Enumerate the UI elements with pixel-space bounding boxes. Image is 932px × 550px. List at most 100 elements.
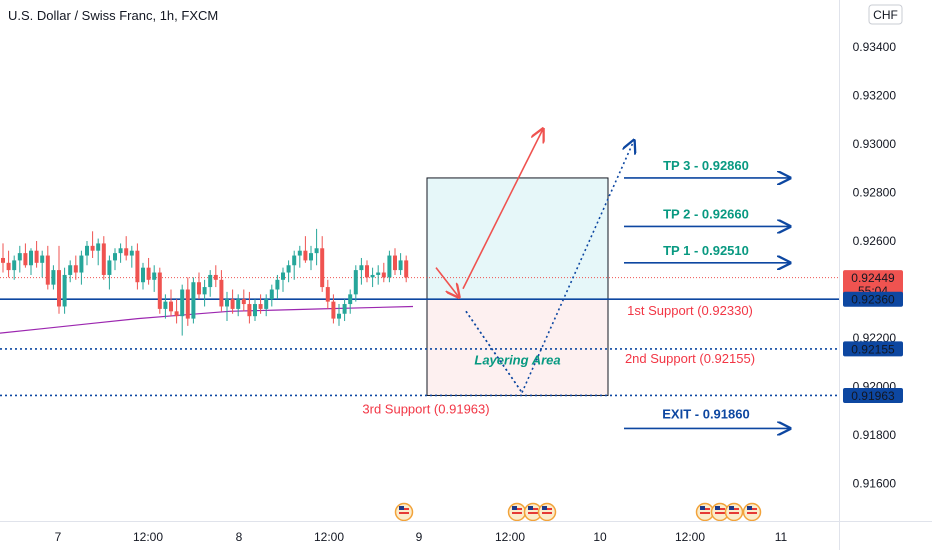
candle-body [135,250,140,283]
candle-body [124,248,129,256]
candle-body [241,299,246,305]
candle-body [85,245,89,256]
candle-body [129,250,134,256]
candle-body [264,299,269,309]
flag-canton [399,506,404,510]
target-label: TP 2 - 0.92660 [663,206,749,221]
support-label: 1st Support (0.92330) [627,303,753,318]
price-axis: 0.93400 0.93200 0.93000 0.92800 0.92600 0.924… [843,40,903,491]
exit-label: EXIT - 0.91860 [662,406,749,421]
candle-body [325,287,330,302]
support-label: 2nd Support (0.92155) [625,351,755,366]
candle-body [197,282,201,295]
candle-body [29,250,33,266]
y-tick-label: 0.93200 [853,89,897,103]
flag-stripe [729,512,739,514]
support-label: 3rd Support (0.91963) [362,401,489,416]
layering-area-label: Layering Area [474,353,560,368]
flag-canton [729,506,734,510]
candle-body [17,253,22,261]
candle-body [348,294,353,305]
level-tag-text: 0.92360 [851,293,895,307]
candle-body [34,250,39,263]
candle-body [353,270,358,295]
candle-body [320,248,325,288]
candle-body [225,299,229,307]
flag-canton [528,506,533,510]
flag-canton [512,506,517,510]
candle-body [12,260,17,271]
candle-body [79,255,84,273]
level-tag [843,341,903,357]
layering-path-up [521,140,634,393]
x-tick-label: 10 [593,530,607,544]
currency-label: CHF [873,8,898,22]
y-tick-label: 0.91600 [853,477,897,491]
candle-body [141,267,145,283]
x-tick-label: 12:00 [133,530,163,544]
bullish-arrow [462,129,543,290]
candle-body [275,279,280,290]
level-tag-text: 0.92155 [851,342,895,356]
flag-stripe [700,512,710,514]
flag-canton [715,506,720,510]
candle-body [51,270,56,285]
layering-box-lower [426,298,609,396]
candle-body [62,274,67,307]
candle-body [303,250,308,261]
candle-body [180,289,185,317]
candle-body [157,272,162,309]
candle-body [230,299,235,309]
entry-arrow [435,267,459,298]
chart-title: U.S. Dollar / Swiss Franc, 1h, FXCM [8,8,218,23]
flag-stripe [747,512,757,514]
flag-canton [700,506,705,510]
candle-body [174,311,179,317]
candle-body [118,248,123,254]
candle-body [208,274,213,288]
candle-body [398,260,403,271]
x-tick-label: 12:00 [314,530,344,544]
currency-button[interactable] [868,4,903,25]
candle-body [292,255,297,266]
flag-stripe [512,512,522,514]
flag-stripe [399,512,409,514]
candle-body [337,313,341,319]
candle-body [393,255,397,271]
current-price-tag [843,270,903,298]
x-tick-label: 12:00 [675,530,705,544]
level-tag-text: 0.91963 [851,389,895,403]
x-tick-label: 9 [416,530,423,544]
flag-stripe [715,512,725,514]
candle-body [23,253,28,266]
target-label: TP 1 - 0.92510 [663,243,749,258]
candle-body [191,282,196,319]
candle-body [381,272,386,278]
candle-body [90,245,95,251]
y-tick-label: 0.93400 [853,40,897,54]
candle-body [146,267,151,280]
candle-body [40,255,45,263]
candle-body [365,265,369,278]
candle-body [236,299,241,309]
candle-body [45,255,50,285]
candle-body [404,260,409,278]
flag-canton [747,506,752,510]
time-axis: 7 12:00 8 12:00 9 12:00 10 12:00 11 [55,530,788,544]
candle-body [359,265,364,271]
candle-body [73,265,78,273]
candle-body [247,304,252,317]
candle-body [185,289,190,319]
y-tick-label: 0.93000 [853,137,897,151]
candle-body [163,301,168,309]
candle-body [213,274,218,280]
flag-canton [542,506,547,510]
target-label: TP 3 - 0.92860 [663,158,749,173]
x-tick-label: 8 [236,530,243,544]
layering-box-upper [426,177,609,300]
candle-body [253,304,257,317]
candle-body [331,301,336,319]
candle-body [370,274,375,278]
candle-body [387,255,392,278]
candle-body [107,260,112,275]
